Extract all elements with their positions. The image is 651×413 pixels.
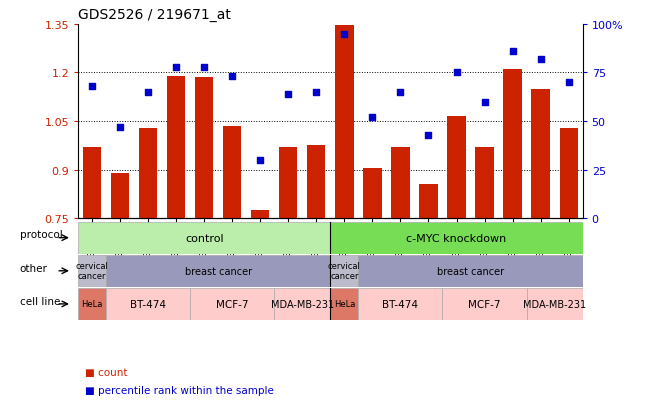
Text: cell line: cell line bbox=[20, 296, 60, 306]
Point bbox=[199, 64, 210, 71]
Text: ■ percentile rank within the sample: ■ percentile rank within the sample bbox=[85, 385, 273, 395]
Bar bbox=[223, 127, 242, 219]
Point bbox=[423, 132, 434, 139]
Bar bbox=[190, 288, 274, 320]
Bar bbox=[443, 288, 527, 320]
Point bbox=[171, 64, 182, 71]
Bar bbox=[307, 146, 326, 219]
Text: c-MYC knockdown: c-MYC knockdown bbox=[406, 233, 506, 243]
Text: BT-474: BT-474 bbox=[382, 299, 419, 309]
Text: control: control bbox=[185, 233, 223, 243]
Bar bbox=[167, 76, 186, 219]
Point bbox=[143, 90, 154, 96]
Point bbox=[451, 70, 462, 77]
Bar bbox=[531, 90, 549, 219]
Point bbox=[87, 83, 98, 90]
Text: MDA-MB-231: MDA-MB-231 bbox=[523, 299, 586, 309]
Bar bbox=[335, 26, 353, 219]
Bar bbox=[279, 148, 298, 219]
Bar bbox=[83, 148, 102, 219]
Text: MDA-MB-231: MDA-MB-231 bbox=[271, 299, 334, 309]
Bar bbox=[78, 255, 106, 287]
Point bbox=[227, 74, 238, 81]
Text: other: other bbox=[20, 263, 48, 273]
Text: cervical
cancer: cervical cancer bbox=[76, 261, 109, 281]
Bar bbox=[559, 128, 577, 219]
Bar bbox=[330, 255, 359, 287]
Bar bbox=[330, 222, 583, 254]
Point bbox=[535, 57, 546, 63]
Point bbox=[115, 124, 126, 131]
Bar bbox=[363, 169, 381, 219]
Text: MCF-7: MCF-7 bbox=[216, 299, 249, 309]
Text: HeLa: HeLa bbox=[81, 300, 103, 309]
Bar bbox=[251, 211, 270, 219]
Bar bbox=[503, 70, 521, 219]
Point bbox=[479, 99, 490, 106]
Bar bbox=[274, 288, 330, 320]
Bar bbox=[330, 288, 359, 320]
Text: breast cancer: breast cancer bbox=[185, 266, 252, 276]
Text: BT-474: BT-474 bbox=[130, 299, 166, 309]
Bar bbox=[475, 148, 493, 219]
Bar bbox=[106, 255, 330, 287]
Text: protocol: protocol bbox=[20, 230, 62, 240]
Point bbox=[563, 80, 574, 86]
Point bbox=[283, 91, 294, 98]
Bar bbox=[106, 288, 190, 320]
Bar bbox=[391, 148, 409, 219]
Point bbox=[339, 31, 350, 38]
Bar bbox=[78, 288, 106, 320]
Point bbox=[507, 49, 518, 55]
Bar bbox=[195, 78, 214, 219]
Point bbox=[395, 90, 406, 96]
Bar bbox=[78, 222, 330, 254]
Text: HeLa: HeLa bbox=[334, 300, 355, 309]
Bar bbox=[111, 173, 130, 219]
Text: breast cancer: breast cancer bbox=[437, 266, 504, 276]
Bar bbox=[139, 128, 158, 219]
Point bbox=[367, 115, 378, 121]
Text: MCF-7: MCF-7 bbox=[468, 299, 501, 309]
Point bbox=[255, 157, 266, 164]
Bar bbox=[359, 288, 443, 320]
Bar bbox=[359, 255, 583, 287]
Text: GDS2526 / 219671_at: GDS2526 / 219671_at bbox=[78, 8, 231, 22]
Text: cervical
cancer: cervical cancer bbox=[328, 261, 361, 281]
Bar bbox=[447, 117, 465, 219]
Bar bbox=[419, 185, 437, 219]
Text: ■ count: ■ count bbox=[85, 367, 127, 377]
Bar bbox=[527, 288, 583, 320]
Point bbox=[311, 90, 322, 96]
